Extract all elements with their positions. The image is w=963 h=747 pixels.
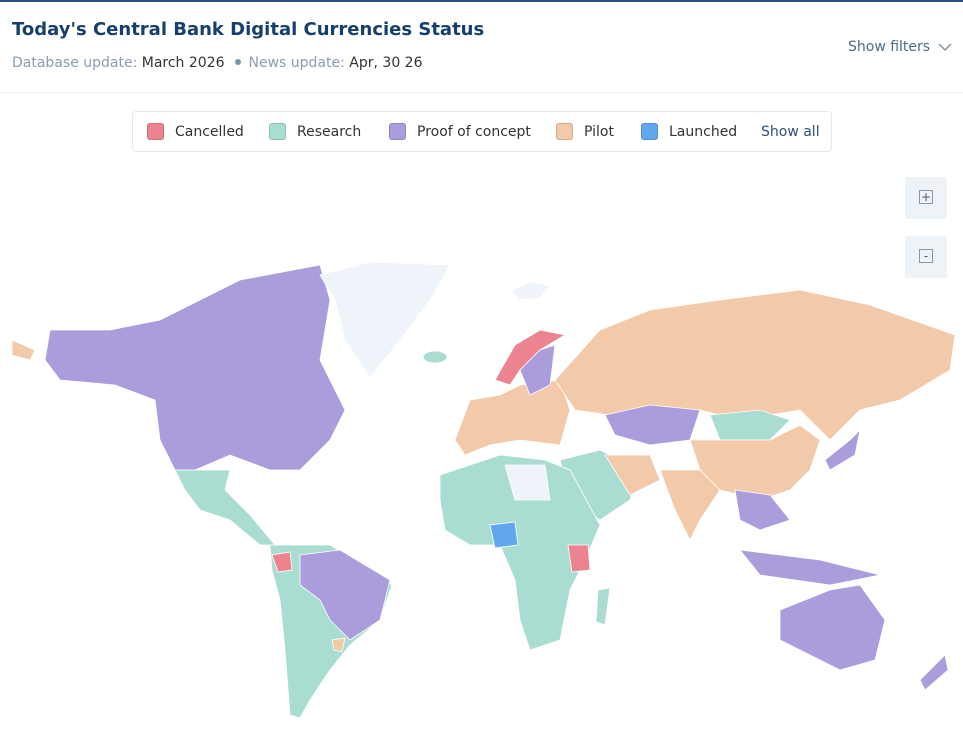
chevron[interactable] [938,42,952,52]
country-region[interactable] [494,329,567,386]
country-region[interactable] [595,587,611,626]
legend-item[interactable]: Research [269,123,361,140]
country-region[interactable] [489,521,519,549]
country-region[interactable] [439,454,601,651]
country-region[interactable] [504,464,551,501]
country-region[interactable] [44,264,346,471]
legend-item[interactable]: Pilot [556,123,614,140]
news-label: News update: [248,55,345,71]
top-border [0,0,963,2]
database-label: Database update: [12,55,138,71]
zoom-in-icon[interactable]: + [919,190,933,204]
country-region[interactable] [454,379,571,456]
world-map [11,261,956,719]
country-region[interactable] [709,409,791,441]
legend-label[interactable]: Launched [669,123,738,140]
country-region[interactable] [11,339,36,361]
legend-swatch[interactable] [269,123,286,140]
country-region[interactable] [319,261,451,379]
country-region[interactable] [734,489,791,531]
country-region[interactable] [422,350,448,364]
show-all[interactable]: Show all [761,124,820,140]
update-info: Database update: March 2026 News update: … [12,55,423,71]
legend-label[interactable]: Research [297,123,362,140]
country-region[interactable] [174,469,276,546]
legend-swatch[interactable] [147,123,164,140]
country-region[interactable] [519,344,556,396]
news-value: Apr, 30 26 [349,55,423,71]
legend-item[interactable]: Launched [641,123,737,140]
zoom-out-icon[interactable]: - [919,249,933,263]
legend-swatch[interactable] [389,123,406,140]
legend-item[interactable]: Cancelled [147,123,244,140]
header-divider [0,92,963,93]
show-filters[interactable]: Show filters [848,39,931,55]
legend: Show all Cancelled Research Proof of conce… [132,111,832,152]
country-region[interactable] [659,469,721,541]
zoom-in[interactable]: + [905,177,947,219]
country-region[interactable] [299,549,391,641]
country-region[interactable] [567,544,591,573]
database-value: March 2026 [141,55,225,71]
country-region[interactable] [919,654,949,691]
legend-swatch[interactable] [556,123,573,140]
separator-dot [234,59,241,65]
zoom-out[interactable]: - [905,236,947,278]
country-region[interactable] [271,551,293,573]
country-region[interactable] [779,584,886,671]
country-region[interactable] [604,454,661,496]
legend-label[interactable]: Proof of concept [417,123,531,140]
legend-label[interactable]: Pilot [584,123,614,140]
country-region[interactable] [331,637,346,653]
page-title: Today's Central Bank Digital Currencies … [12,19,485,40]
legend-swatch[interactable] [641,123,658,140]
legend-item[interactable]: Proof of concept [389,123,531,140]
country-region[interactable] [824,428,861,471]
country-region[interactable] [739,549,881,586]
country-region[interactable] [511,281,551,301]
legend-label[interactable]: Cancelled [175,123,244,140]
